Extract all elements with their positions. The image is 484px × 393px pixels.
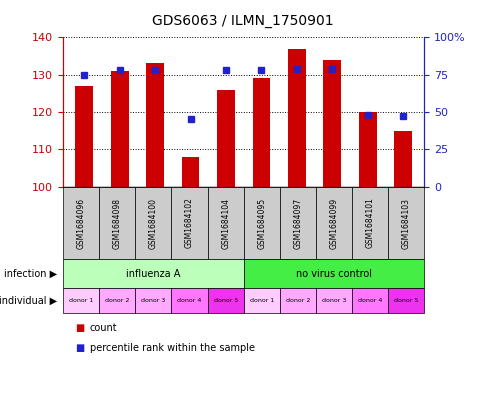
- Text: GSM1684098: GSM1684098: [112, 198, 121, 248]
- Text: infection ▶: infection ▶: [4, 269, 57, 279]
- Bar: [323, 60, 340, 187]
- Text: ■: ■: [75, 323, 84, 332]
- Text: GSM1684097: GSM1684097: [293, 197, 302, 249]
- Text: donor 3: donor 3: [321, 298, 346, 303]
- Text: GSM1684096: GSM1684096: [76, 197, 86, 249]
- Bar: [111, 71, 128, 187]
- Bar: [393, 130, 411, 187]
- Text: donor 1: donor 1: [249, 298, 273, 303]
- Text: donor 2: donor 2: [285, 298, 309, 303]
- Text: no virus control: no virus control: [295, 269, 371, 279]
- Text: influenza A: influenza A: [126, 269, 180, 279]
- Text: GSM1684099: GSM1684099: [329, 197, 338, 249]
- Text: GSM1684100: GSM1684100: [149, 198, 158, 248]
- Bar: [182, 157, 199, 187]
- Text: GSM1684103: GSM1684103: [401, 198, 410, 248]
- Text: individual ▶: individual ▶: [0, 296, 57, 305]
- Text: donor 2: donor 2: [105, 298, 129, 303]
- Bar: [217, 90, 234, 187]
- Bar: [146, 63, 164, 187]
- Text: GDS6063 / ILMN_1750901: GDS6063 / ILMN_1750901: [151, 14, 333, 28]
- Text: donor 1: donor 1: [69, 298, 93, 303]
- Text: donor 4: donor 4: [357, 298, 381, 303]
- Text: donor 3: donor 3: [141, 298, 165, 303]
- Text: percentile rank within the sample: percentile rank within the sample: [90, 343, 254, 353]
- Text: donor 5: donor 5: [393, 298, 418, 303]
- Bar: [76, 86, 93, 187]
- Text: ■: ■: [75, 343, 84, 353]
- Text: count: count: [90, 323, 117, 332]
- Text: GSM1684104: GSM1684104: [221, 198, 230, 248]
- Text: GSM1684095: GSM1684095: [257, 197, 266, 249]
- Bar: [358, 112, 376, 187]
- Text: donor 4: donor 4: [177, 298, 201, 303]
- Bar: [252, 78, 270, 187]
- Text: donor 5: donor 5: [213, 298, 237, 303]
- Text: GSM1684102: GSM1684102: [184, 198, 194, 248]
- Text: GSM1684101: GSM1684101: [365, 198, 374, 248]
- Bar: [287, 48, 305, 187]
